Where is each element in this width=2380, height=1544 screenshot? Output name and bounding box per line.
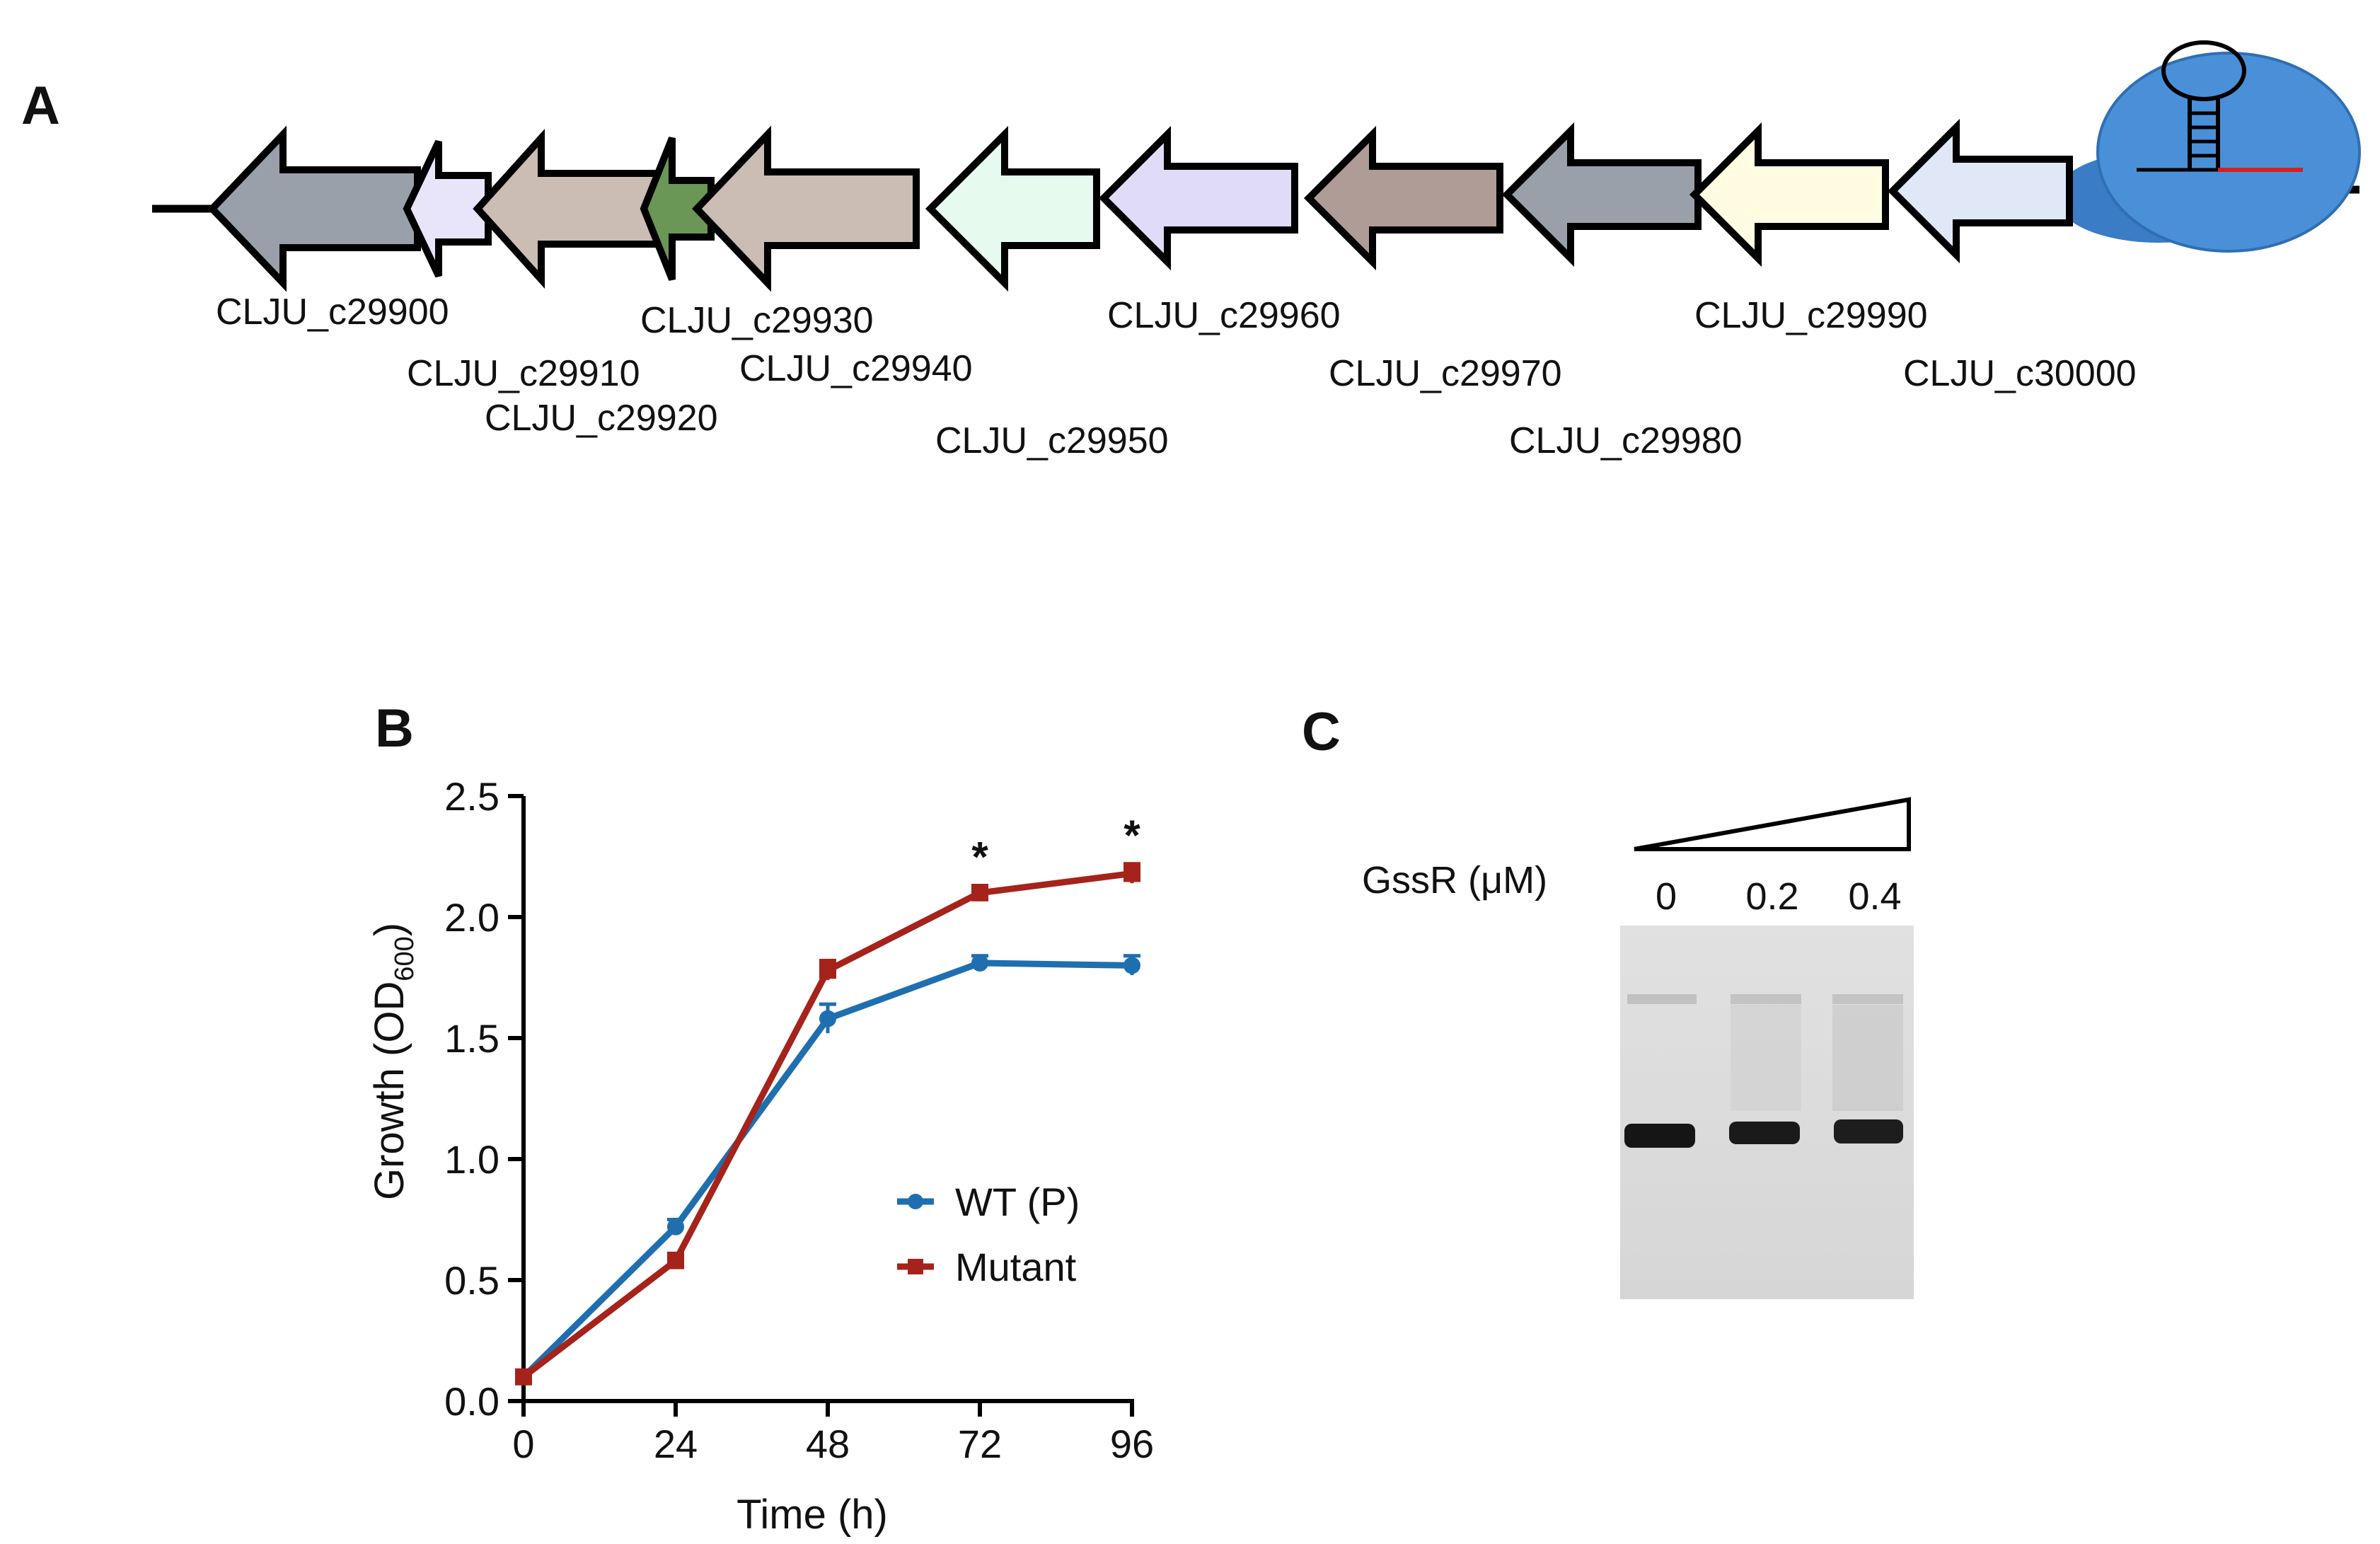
gene-arrow xyxy=(1303,125,1503,271)
gel-well xyxy=(1731,994,1801,1004)
x-axis-title: Time (h) xyxy=(736,1492,888,1538)
legend-marker-wt xyxy=(908,1194,923,1209)
gene-label: CLJU_c29920 xyxy=(485,398,718,439)
gel-well xyxy=(1627,994,1697,1004)
panel-b: B 0.00.51.01.52.02.50 24 48 72 96 * * Time (h… xyxy=(366,698,1154,1538)
riboswitch-diagram xyxy=(2055,40,2361,253)
lane-label: 0.2 xyxy=(1745,875,1798,918)
gel-smear xyxy=(1731,1005,1801,1111)
x-tick-label: 24 xyxy=(654,1422,698,1466)
hairpin-loop xyxy=(2161,40,2246,101)
y-tick-label: 0.0 xyxy=(444,1379,499,1424)
gene-arrow xyxy=(1689,122,1889,267)
data-point xyxy=(515,1368,532,1385)
y-axis-title-close: ) xyxy=(366,923,412,936)
x-tick-label: 48 xyxy=(806,1422,850,1466)
significance-star: * xyxy=(1123,812,1140,859)
gel-smear xyxy=(1832,1005,1903,1111)
x-tick-label: 96 xyxy=(1110,1422,1154,1466)
chart-axes: 0.0 0.5 1.0 1.5 2.0 2.5 0 24 48 72 96 xyxy=(444,774,1154,1466)
gene-label: CLJU_c29950 xyxy=(935,420,1169,461)
y-tick-label: 0.5 xyxy=(444,1258,499,1303)
data-point xyxy=(971,954,988,972)
gene-arrow xyxy=(207,125,421,292)
significance-star: * xyxy=(971,834,988,881)
data-point xyxy=(667,1252,684,1269)
panel-c-letter: C xyxy=(1302,702,1341,762)
y-axis-title-sub: 600 xyxy=(390,936,420,981)
panel-a-letter: A xyxy=(21,76,60,136)
gel-band xyxy=(1729,1122,1800,1144)
legend-marker-mutant xyxy=(908,1259,923,1274)
data-point xyxy=(1123,865,1140,882)
gene-label: CLJU_c29910 xyxy=(407,353,640,394)
data-point xyxy=(971,884,988,901)
legend-label-mutant: Mutant xyxy=(955,1245,1077,1289)
gene-arrow xyxy=(925,125,1100,292)
gel-band xyxy=(1834,1119,1903,1143)
gene-arrow xyxy=(473,128,665,289)
panel-b-letter: B xyxy=(375,698,414,759)
x-tick-label: 0 xyxy=(512,1422,534,1466)
series-line xyxy=(521,870,1133,1380)
y-tick-label: 2.0 xyxy=(444,895,499,940)
riboswitch-blob xyxy=(2096,52,2361,253)
gel-image xyxy=(1620,926,1914,1299)
gene-arrow xyxy=(1887,118,2073,264)
chart-series xyxy=(515,862,1140,1385)
gene-label: CLJU_c29980 xyxy=(1509,420,1743,461)
gene-arrow xyxy=(1501,122,1702,267)
panel-c: C GssR (μM) 0 0.2 0.4 xyxy=(1302,702,1914,1299)
gene-label: CLJU_c29940 xyxy=(739,348,973,389)
data-point xyxy=(819,1010,836,1027)
gene-labels: CLJU_c29900 CLJU_c29910 CLJU_c29920 CLJU… xyxy=(216,292,2137,461)
gene-arrows xyxy=(207,118,2073,292)
gene-label: CLJU_c29970 xyxy=(1329,353,1562,394)
chart-significance: * * xyxy=(971,812,1140,881)
y-tick-label: 1.0 xyxy=(444,1137,499,1182)
growth-chart: 0.00.51.01.52.02.50 24 48 72 96 * * Time (h) … xyxy=(366,774,1154,1538)
data-point xyxy=(819,962,836,979)
x-tick-label: 72 xyxy=(958,1422,1002,1466)
protein-label: GssR (μM) xyxy=(1362,859,1547,901)
y-axis-title: Growth (OD600) xyxy=(366,923,420,1200)
concentration-wedge xyxy=(1634,797,1911,851)
chart-legend: WT (P) Mutant xyxy=(897,1180,1080,1289)
gene-label: CLJU_c29930 xyxy=(640,300,874,341)
gel-background xyxy=(1620,926,1914,1299)
gene-label: CLJU_c30000 xyxy=(1903,353,2137,394)
lane-label: 0 xyxy=(1656,875,1677,918)
y-tick-label: 2.5 xyxy=(444,774,499,819)
gene-label: CLJU_c29900 xyxy=(216,292,449,333)
y-tick-label: 1.5 xyxy=(444,1016,499,1061)
gene-arrow xyxy=(1098,125,1298,271)
gel-band xyxy=(1624,1124,1695,1148)
lane-label: 0.4 xyxy=(1848,875,1901,918)
panel-a: A xyxy=(21,40,2361,461)
gene-arrow xyxy=(692,125,920,292)
gene-label: CLJU_c29960 xyxy=(1107,295,1341,336)
data-point xyxy=(1123,957,1140,974)
data-point xyxy=(667,1218,684,1235)
legend-label-wt: WT (P) xyxy=(955,1180,1080,1224)
gene-label: CLJU_c29990 xyxy=(1694,295,1928,336)
y-axis-title-main: Growth (OD xyxy=(366,981,412,1200)
gel-well xyxy=(1832,994,1903,1004)
